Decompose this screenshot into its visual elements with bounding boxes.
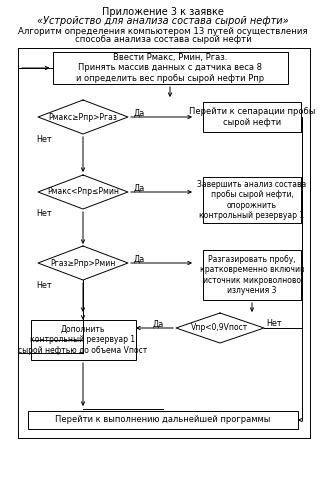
Text: Нет: Нет — [36, 210, 52, 218]
Bar — [53, 52, 287, 84]
Text: Перейти к сепарации пробы
сырой нефти: Перейти к сепарации пробы сырой нефти — [189, 108, 315, 126]
Text: Нет: Нет — [266, 320, 282, 328]
Text: Pмакс<Pпр≤Pмин: Pмакс<Pпр≤Pмин — [47, 188, 119, 196]
Text: Нет: Нет — [36, 134, 52, 143]
Text: Перейти к выполнению дальнейшей программы: Перейти к выполнению дальнейшей программ… — [55, 416, 271, 424]
Bar — [203, 177, 301, 223]
Bar — [28, 411, 298, 429]
Text: Да: Да — [134, 108, 145, 118]
Text: Да: Да — [152, 320, 164, 328]
Text: Разгазировать пробу,
кратковременно включив
источник микроволново
излучения 3: Разгазировать пробу, кратковременно вклю… — [200, 255, 304, 295]
Text: «Устройство для анализа состава сырой нефти»: «Устройство для анализа состава сырой не… — [37, 16, 289, 26]
Polygon shape — [38, 100, 128, 134]
Bar — [30, 320, 135, 360]
Text: Vпр<0,9Vпост: Vпр<0,9Vпост — [191, 324, 249, 332]
Text: Ввести Pмакс, Pмин, Pгаз.
Принять массив данных с датчика веса 8
и определить ве: Ввести Pмакс, Pмин, Pгаз. Принять массив… — [76, 53, 264, 83]
Bar — [203, 250, 301, 300]
Text: Завершить анализ состава
пробы сырой нефти,
опорожнить
контрольный резервуар 1: Завершить анализ состава пробы сырой неф… — [198, 180, 307, 220]
Text: Нет: Нет — [36, 280, 52, 289]
Text: Алгоритм определения компьютером 13 путей осуществления: Алгоритм определения компьютером 13 путе… — [18, 28, 308, 36]
Text: Приложение 3 к заявке: Приложение 3 к заявке — [102, 7, 224, 17]
Text: способа анализа состава сырой нефти: способа анализа состава сырой нефти — [75, 36, 251, 44]
Text: Да: Да — [134, 184, 145, 192]
Bar — [203, 102, 301, 132]
Polygon shape — [176, 313, 264, 343]
Text: Pмакс≥Pпр>Pгаз: Pмакс≥Pпр>Pгаз — [49, 112, 117, 122]
Text: Pгаз≥Pпр>Pмин: Pгаз≥Pпр>Pмин — [50, 258, 116, 268]
Polygon shape — [38, 175, 128, 209]
Text: Да: Да — [134, 254, 145, 264]
Text: Дополнить
контрольный резервуар 1
сырой нефтью до объема Vпост: Дополнить контрольный резервуар 1 сырой … — [18, 325, 147, 355]
Polygon shape — [38, 246, 128, 280]
